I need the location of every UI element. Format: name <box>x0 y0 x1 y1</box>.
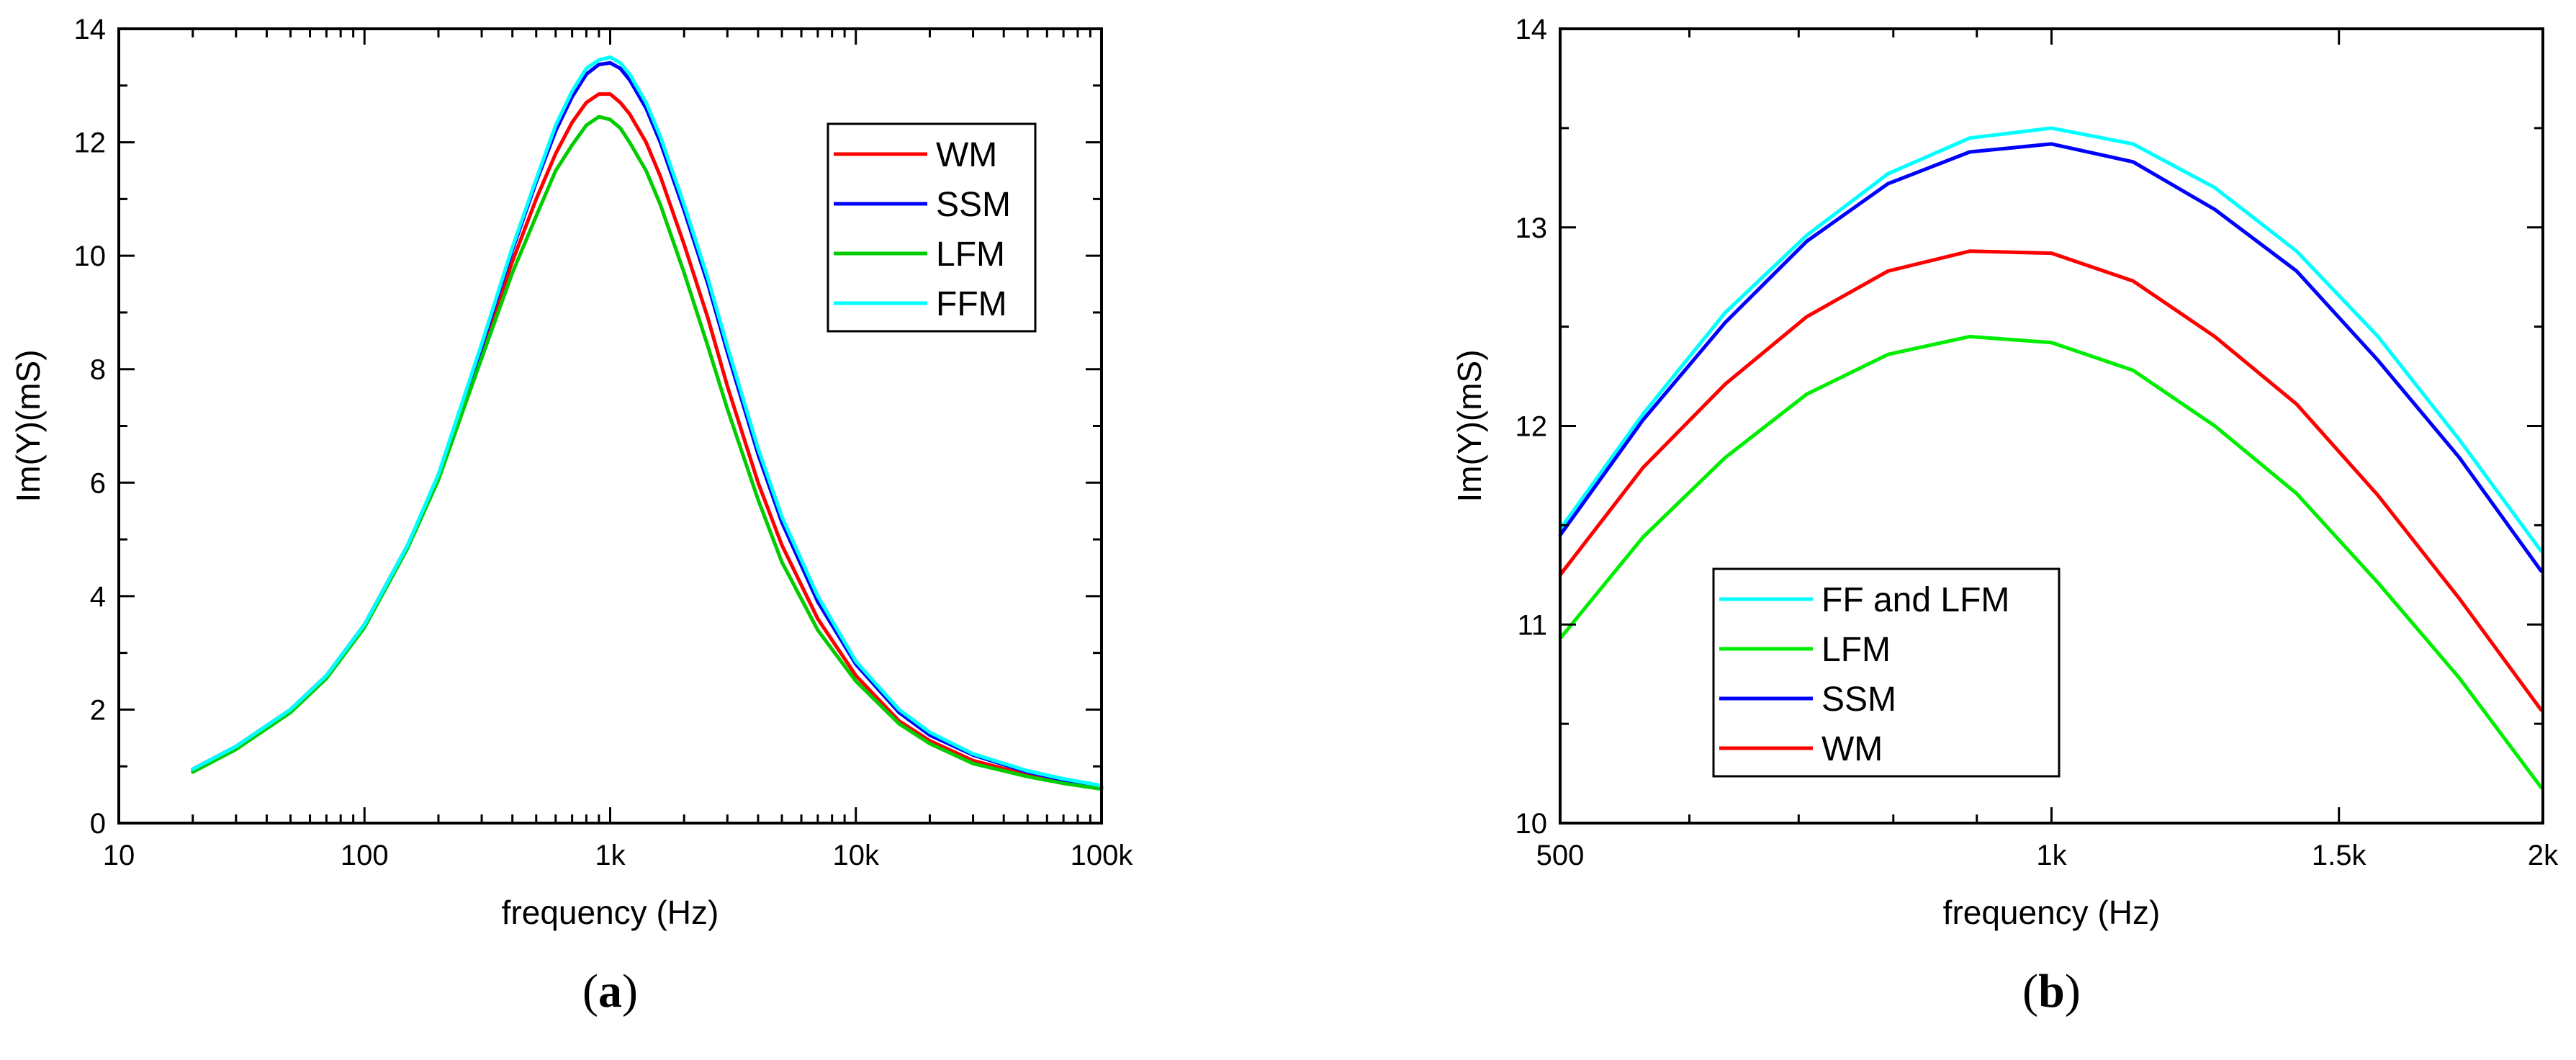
panel-a-caption: (a) <box>582 965 638 1018</box>
panel-b-x-tick-label: 2k <box>2528 840 2559 871</box>
panel-a-y-tick-label: 2 <box>90 694 106 726</box>
panel-a-y-tick-label: 0 <box>90 808 106 840</box>
panel-a-y-tick-label: 14 <box>74 14 107 45</box>
panel-b-legend: FF and LFM LFM SSM WM <box>1712 567 2061 778</box>
panel-b-caption: (b) <box>2022 965 2081 1018</box>
panel-b-legend-label: FF and LFM <box>1821 581 2009 619</box>
panel-a-x-tick-label: 100k <box>1071 840 1134 871</box>
panel-b: 500 1k 1.5k 2k 10 11 12 13 14 frequency (Hz) Im(… <box>1451 14 2559 1018</box>
panel-b-y-tick-label: 13 <box>1516 212 1548 244</box>
panel-a-y-tick-label: 12 <box>74 127 107 159</box>
panel-a-legend-label: FFM <box>936 285 1007 323</box>
panel-a-legend-label: LFM <box>936 235 1005 274</box>
panel-a-x-axis-title: frequency (Hz) <box>502 894 719 931</box>
panel-a-series-ffm <box>191 55 1104 788</box>
panel-b-series <box>1558 126 2543 789</box>
panel-a-legend: WM SSM LFM FFM <box>827 122 1037 333</box>
panel-b-y-tick-label: 12 <box>1516 411 1548 443</box>
panel-a-y-tick-label: 10 <box>74 241 107 272</box>
panel-a-legend-label: SSM <box>936 186 1011 224</box>
panel-a-legend-box <box>827 122 1037 333</box>
panel-b-series-wm <box>1558 249 2543 712</box>
panel-a-caption-open: ( <box>582 965 598 1018</box>
panel-a-y-axis-title: Im(Y)(mS) <box>9 349 47 502</box>
panel-a-y-tick-label: 6 <box>90 467 106 499</box>
panel-b-axis-ticks: 500 1k 1.5k 2k 10 11 12 13 14 <box>1516 14 2559 871</box>
panel-a-legend-label: WM <box>936 136 997 174</box>
panel-b-series-ssm <box>1558 142 2543 573</box>
panel-b-legend-box <box>1712 567 2061 778</box>
panel-b-series-lfm <box>1558 334 2543 789</box>
panel-b-caption-close: ) <box>2065 965 2081 1018</box>
panel-b-x-tick-label: 1.5k <box>2312 840 2367 871</box>
panel-a-x-tick-label: 10k <box>833 840 880 871</box>
panel-a-axis-ticks: 10 100 1k 10k 100k 0 2 4 6 8 10 12 14 <box>74 14 1134 871</box>
panel-b-y-tick-label: 11 <box>1517 609 1547 641</box>
panel-a-caption-close: ) <box>622 965 638 1018</box>
panel-b-series-ff-and-lfm <box>1558 126 2543 553</box>
panel-b-caption-open: ( <box>2022 965 2038 1018</box>
panel-a-x-tick-label: 1k <box>595 840 626 871</box>
panel-a-y-tick-label: 8 <box>90 354 106 386</box>
panel-b-x-tick-label: 500 <box>1536 840 1585 871</box>
panel-a: 10 100 1k 10k 100k 0 2 4 6 8 10 12 14 frequency (Hz)… <box>9 14 1133 1018</box>
panel-b-legend-label: LFM <box>1821 631 1891 669</box>
panel-b-y-axis-title: Im(Y)(mS) <box>1451 349 1488 502</box>
panel-b-caption-letter: b <box>2038 965 2065 1018</box>
panel-b-y-tick-label: 14 <box>1516 14 1548 45</box>
panel-a-series <box>191 55 1104 791</box>
panel-a-x-tick-label: 10 <box>103 840 135 871</box>
panel-b-x-axis-title: frequency (Hz) <box>1943 894 2161 931</box>
panel-a-x-tick-label: 100 <box>341 840 389 871</box>
panel-a-y-tick-label: 4 <box>90 581 106 613</box>
panel-b-y-tick-label: 10 <box>1516 808 1548 840</box>
panel-b-x-tick-label: 1k <box>2036 840 2067 871</box>
panel-b-legend-label: SSM <box>1821 681 1896 719</box>
panel-b-legend-label: WM <box>1821 730 1883 768</box>
panel-a-caption-letter: a <box>598 965 622 1018</box>
